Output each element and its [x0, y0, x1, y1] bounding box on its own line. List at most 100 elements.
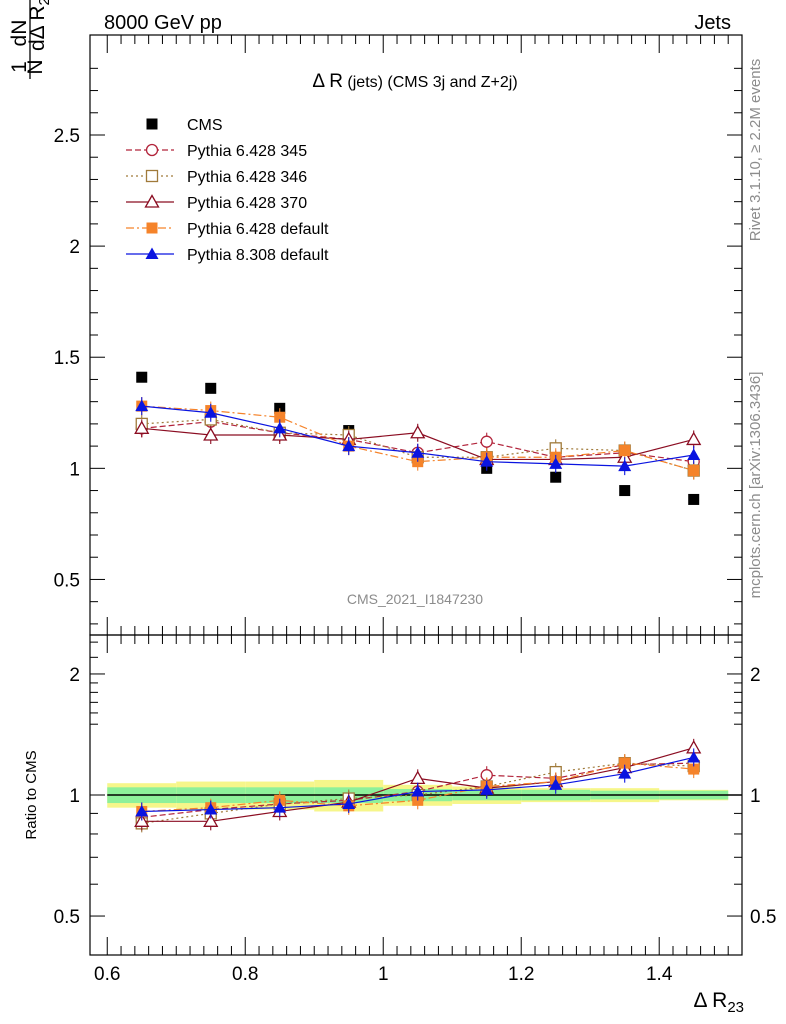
ratio-plot-panel: 0.5 0.5 1 1 2 2 0.6 0.8 1 1.2 1.4 [54, 634, 776, 985]
ylabel-dDR: dΔ R23 [26, 0, 53, 51]
main-ytick-label: 1.5 [54, 348, 80, 369]
x-axis-label: Δ R23 [693, 989, 744, 1016]
ylabel-dN: dN [8, 20, 31, 47]
ratio-ytick-label-right: 0.5 [750, 907, 776, 928]
legend-marker [145, 169, 159, 183]
main-point [135, 399, 149, 412]
legend-entry-1: Pythia 6.428 345 [126, 143, 307, 160]
ratio-series-4 [135, 748, 701, 821]
ratio-point [411, 785, 425, 797]
main-point [687, 448, 701, 460]
ratio-point [410, 770, 426, 785]
main-series-5 [135, 397, 701, 476]
main-point [688, 493, 700, 505]
mcplots-label: mcplots.cern.ch [arXiv:1306.3436] [747, 372, 764, 599]
ratio-data-layer [134, 738, 702, 833]
ratio-point [273, 801, 287, 813]
ratio-point [135, 804, 149, 817]
ratio-point [342, 797, 356, 809]
ratio-point [134, 813, 150, 827]
main-point [411, 446, 425, 458]
ylabel-one: 1 [8, 61, 31, 73]
main-point [619, 485, 631, 497]
legend-entry-0: CMS [146, 117, 223, 134]
main-title-rest: (jets) (CMS 3j and Z+2j) [343, 74, 518, 91]
main-ytick-label: 1 [69, 459, 80, 480]
main-point [410, 424, 426, 439]
ratio-point [480, 783, 494, 795]
main-point [686, 431, 702, 446]
main-point [549, 457, 563, 469]
legend-marker [145, 247, 159, 259]
main-point [480, 455, 494, 467]
ratio-point [549, 778, 563, 790]
main-series-line-1 [141, 421, 694, 463]
main-point [136, 371, 148, 383]
main-point [274, 411, 286, 423]
legend-entry-3: Pythia 6.428 370 [126, 194, 307, 212]
main-point [342, 439, 356, 452]
main-point [688, 465, 700, 477]
main-ytick-label: 0.5 [54, 570, 80, 591]
main-title: Δ R (jets) (CMS 3j and Z+2j) [312, 71, 517, 92]
main-point [480, 435, 493, 448]
legend-marker [145, 143, 159, 157]
ratio-point [618, 767, 632, 779]
main-point [619, 445, 631, 457]
legend-label: Pythia 8.308 default [187, 247, 329, 264]
legend-marker [144, 194, 160, 208]
legend-label: Pythia 6.428 default [187, 221, 329, 238]
ratio-ytick-label: 0.5 [54, 907, 80, 928]
legend-marker [146, 118, 158, 130]
legend-entry-4: Pythia 6.428 default [126, 221, 329, 238]
watermark: CMS_2021_I1847230 [347, 591, 483, 607]
ratio-ytick-label: 2 [69, 665, 80, 686]
ratio-axes: 0.5 0.5 1 1 2 2 0.6 0.8 1 1.2 1.4 [54, 635, 776, 985]
header-left: 8000 GeV pp [104, 12, 222, 34]
ratio-point [203, 813, 219, 827]
ratio-ytick-label-right: 1 [750, 786, 761, 807]
rivet-label: Rivet 3.1.10, ≥ 2.2M events [747, 59, 764, 242]
legend-label: Pythia 6.428 345 [187, 143, 307, 160]
main-point [205, 382, 217, 394]
x-tick-label: 0.6 [94, 964, 120, 985]
legend-entry-2: Pythia 6.428 346 [126, 169, 307, 186]
main-plot-panel: 0.5 1 1.5 2 2.5 CMS_2021_I1847230 Δ R (jets)… [54, 34, 743, 636]
x-tick-label: 1 [378, 964, 389, 985]
x-tick-label: 1.4 [646, 964, 673, 985]
main-data-layer [134, 371, 702, 505]
main-title-symbol: Δ R [312, 71, 343, 92]
x-axis-label-main: Δ R [693, 989, 727, 1012]
main-point [550, 471, 562, 483]
legend-label: CMS [187, 117, 223, 134]
ylabel-N: N [24, 59, 47, 74]
ratio-uncertainty-band [107, 779, 742, 812]
main-point [273, 421, 287, 434]
legend-label: Pythia 6.428 370 [187, 195, 307, 212]
legend: CMS Pythia 6.428 345 Pythia 6.428 346 Pythi… [126, 117, 329, 264]
legend-entry-5: Pythia 8.308 default [126, 247, 329, 264]
main-ylabel: 1 N dN dΔ R23 [8, 0, 53, 79]
ratio-point [619, 757, 631, 769]
legend-label: Pythia 6.428 346 [187, 169, 307, 186]
x-axis-label-sub: 23 [727, 999, 744, 1016]
main-point [204, 406, 218, 418]
legend-marker [146, 222, 158, 234]
ratio-ylabel: Ratio to CMS [23, 750, 40, 839]
ratio-ytick-label-right: 2 [750, 665, 761, 686]
ylabel-sub: 23 [36, 0, 53, 5]
x-tick-label: 1.2 [508, 964, 534, 985]
ratio-point [204, 803, 218, 815]
x-tick-label: 0.8 [232, 964, 258, 985]
main-point [134, 420, 150, 434]
main-axes: 0.5 1 1.5 2 2.5 [54, 35, 742, 635]
ylabel-dDR-text: dΔ R [26, 5, 49, 51]
ratio-point [688, 763, 700, 775]
main-point [203, 427, 219, 441]
ratio-point [687, 750, 701, 763]
header-right: Jets [694, 12, 731, 34]
ratio-ytick-label: 1 [69, 786, 80, 807]
main-ytick-label: 2 [69, 237, 80, 258]
main-point [618, 459, 632, 472]
main-ytick-label: 2.5 [54, 126, 80, 147]
